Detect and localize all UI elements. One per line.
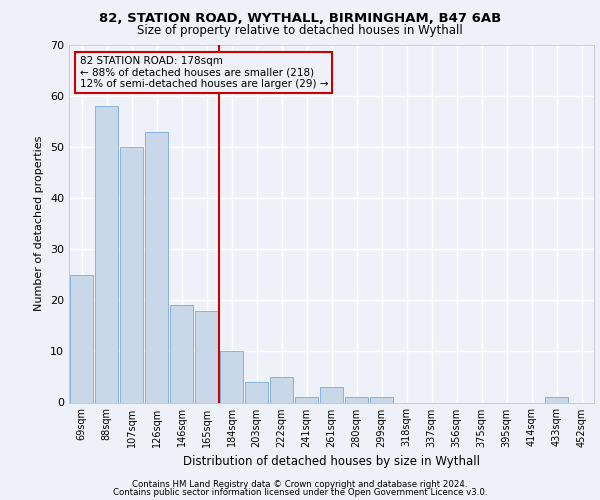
Text: Size of property relative to detached houses in Wythall: Size of property relative to detached ho… bbox=[137, 24, 463, 37]
Bar bbox=[220, 352, 243, 403]
Bar bbox=[545, 398, 568, 402]
Bar bbox=[370, 398, 393, 402]
X-axis label: Distribution of detached houses by size in Wythall: Distribution of detached houses by size … bbox=[183, 455, 480, 468]
Bar bbox=[320, 387, 343, 402]
Bar bbox=[195, 310, 218, 402]
Bar bbox=[120, 147, 143, 403]
Bar bbox=[70, 275, 93, 402]
Bar bbox=[345, 398, 368, 402]
Text: 82 STATION ROAD: 178sqm
← 88% of detached houses are smaller (218)
12% of semi-d: 82 STATION ROAD: 178sqm ← 88% of detache… bbox=[79, 56, 328, 89]
Bar bbox=[95, 106, 118, 403]
Bar bbox=[245, 382, 268, 402]
Text: Contains public sector information licensed under the Open Government Licence v3: Contains public sector information licen… bbox=[113, 488, 487, 497]
Bar bbox=[270, 377, 293, 402]
Y-axis label: Number of detached properties: Number of detached properties bbox=[34, 136, 44, 312]
Text: 82, STATION ROAD, WYTHALL, BIRMINGHAM, B47 6AB: 82, STATION ROAD, WYTHALL, BIRMINGHAM, B… bbox=[99, 12, 501, 26]
Text: Contains HM Land Registry data © Crown copyright and database right 2024.: Contains HM Land Registry data © Crown c… bbox=[132, 480, 468, 489]
Bar bbox=[145, 132, 168, 402]
Bar bbox=[170, 306, 193, 402]
Bar bbox=[295, 398, 318, 402]
